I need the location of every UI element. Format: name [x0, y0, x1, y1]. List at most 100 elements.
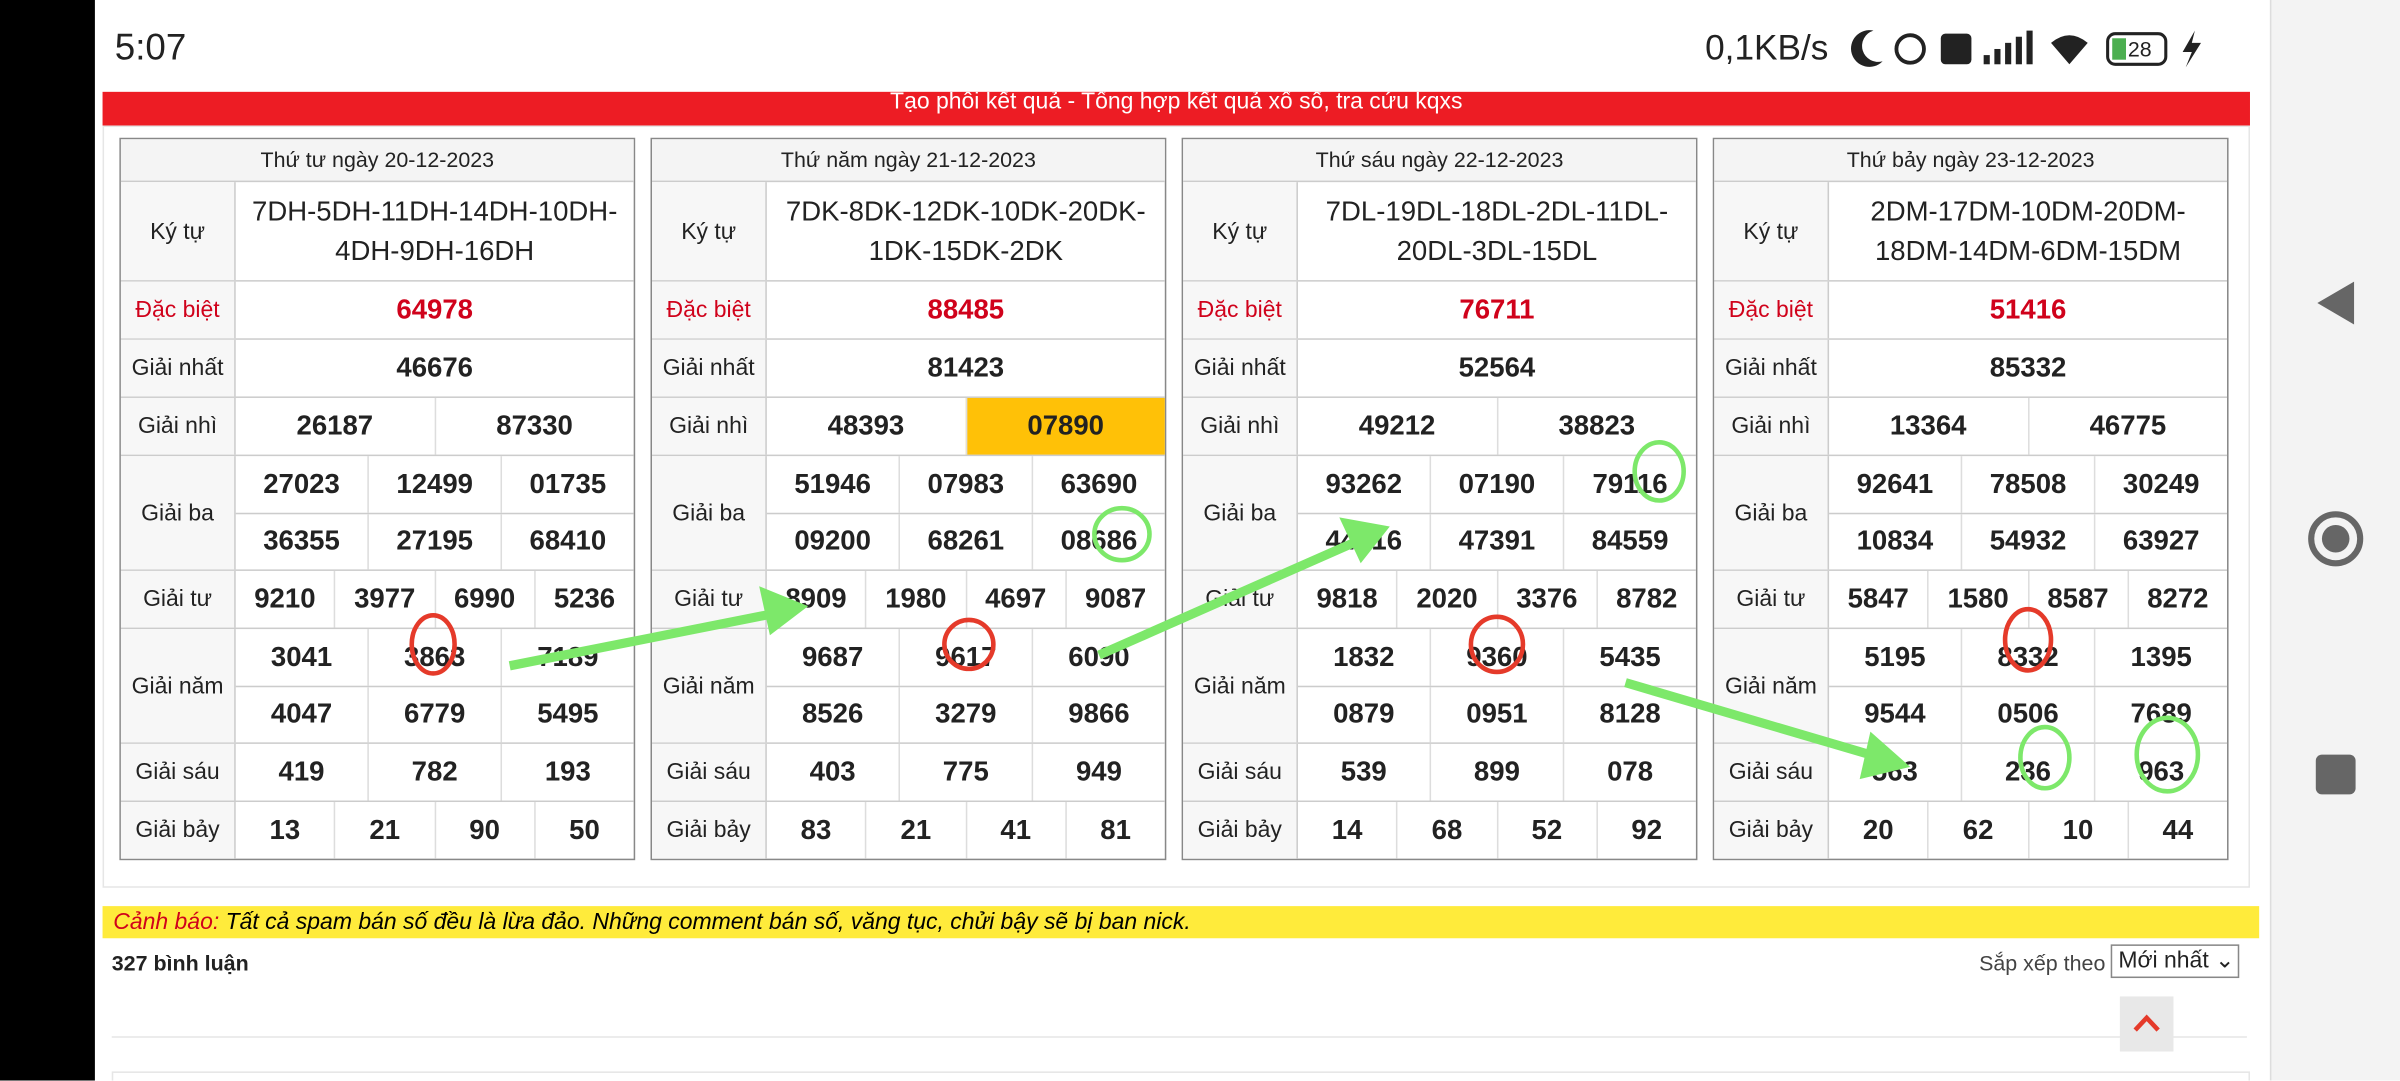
row-content: 52564 [1298, 340, 1696, 397]
cell-line: 92641 78508 30249 [1829, 456, 2227, 512]
result-table: Thứ sáu ngày 22-12-2023 Ký tự 7DL-19DL-18D… [1181, 137, 1698, 861]
row: Giải tư 9818 2020 3376 8782 [1183, 570, 1696, 630]
cell-line: 9544 0506 7689 [1829, 684, 2228, 743]
row: Ký tự 2DM-17DM-10DM-20DM-18DM-14DM-6DM-15… [1714, 182, 2228, 282]
cell-line: 4047 6779 5495 [235, 684, 634, 743]
prize-number: 07890 [965, 397, 1165, 455]
prize-number: 9687 [801, 640, 864, 672]
row-label: Đặc biệt [1183, 281, 1298, 339]
prize-number: 236 [1960, 743, 2094, 801]
battery-icon [2106, 32, 2168, 66]
row-label: Giải sáu [1714, 743, 1830, 801]
signal-icon [1983, 30, 2033, 65]
scroll-top[interactable] [2119, 996, 2174, 1052]
prize-number: 09200 [794, 525, 871, 556]
cell-line: 46676 [236, 340, 634, 397]
prize-number: 68261 [898, 513, 1031, 570]
prize-number: 54932 [1960, 513, 2094, 570]
row-content: 49212 38823 [1298, 397, 1696, 455]
row-label: Đặc biệt [652, 281, 767, 339]
prize-number: 9617 [898, 629, 1031, 685]
result-table: Thứ bảy ngày 23-12-2023 Ký tự 2DM-17DM-10D… [1712, 137, 2229, 861]
row-content: 9687 9617 6090 8526 3279 9866 [766, 629, 1165, 743]
cell-line: 8909 1980 4697 9087 [767, 570, 1165, 628]
prize-number: 3279 [898, 686, 1031, 743]
prize-number: 193 [500, 743, 634, 801]
prize-number: 5435 [1562, 629, 1696, 685]
row-content: 5195 8332 1395 9544 0506 7689 [1829, 629, 2228, 743]
ky-tu: 7DK-8DK-12DK-10DK-20DK-1DK-15DK-2DK [785, 195, 1146, 267]
back-button[interactable] [2317, 281, 2355, 325]
row-label: Giải bảy [120, 802, 236, 859]
ky-tu: 7DL-19DL-18DL-2DL-11DL-20DL-3DL-15DL [1325, 195, 1669, 267]
prize-number: 6990 [433, 570, 534, 628]
cell-line: 51416 [1829, 282, 2227, 339]
result-table: Thứ năm ngày 21-12-2023 Ký tự 7DK-8DK-12DK… [650, 137, 1167, 861]
prize-number: 76711 [1459, 293, 1535, 325]
prize-number: 078 [1562, 743, 1696, 801]
prize-number: 27195 [367, 513, 500, 570]
cell-line: 64978 [236, 282, 634, 339]
cell-line: 9818 2020 3376 8782 [1298, 570, 1696, 628]
row-content: 7DK-8DK-12DK-10DK-20DK-1DK-15DK-2DK [767, 182, 1165, 280]
row-label: Giải nhì [652, 397, 767, 455]
prize-number: 12499 [367, 456, 500, 512]
moon-icon [1851, 30, 1883, 67]
row-content: 2DM-17DM-10DM-20DM-18DM-14DM-6DM-15DM [1829, 182, 2227, 280]
row: Giải bảy 13 21 90 50 [120, 802, 634, 859]
row-label: Giải sáu [652, 743, 767, 801]
row-label: Giải sáu [1183, 743, 1298, 801]
prize-number: 3041 [270, 640, 333, 672]
table-date: Thứ bảy ngày 23-12-2023 [1714, 139, 2228, 183]
prize-number: 30249 [2093, 456, 2227, 512]
prize-number: 90 [433, 802, 534, 859]
recents-button[interactable] [2315, 754, 2356, 795]
prize-number: 50 [533, 802, 634, 859]
prize-number: 47391 [1429, 513, 1563, 570]
table-date: Thứ năm ngày 21-12-2023 [652, 139, 1165, 183]
prize-number: 07983 [898, 456, 1031, 512]
row: Giải sáu 539 899 078 [1183, 743, 1696, 803]
prize-number: 88485 [927, 293, 1005, 325]
sort-select[interactable]: Mới nhất ⌄ [2110, 944, 2240, 979]
row: Giải nhất 85332 [1714, 339, 2228, 398]
cell-line: 83 21 41 81 [767, 802, 1165, 859]
row: Giải tư 5847 1580 8587 8272 [1714, 570, 2228, 630]
row-content: 403 775 949 [767, 743, 1165, 801]
row-content: 26187 87330 [236, 397, 634, 455]
result-table: Thứ tư ngày 20-12-2023 Ký tự 7DH-5DH-11DH-… [119, 137, 636, 861]
prize-number: 1580 [1927, 570, 2027, 628]
banner: Tạo phôi kết quả - Tổng hợp kết quả xổ s… [102, 91, 2250, 126]
prize-number: 78508 [1960, 456, 2094, 512]
row: Giải nhất 52564 [1183, 339, 1696, 398]
row: Giải tư 8909 1980 4697 9087 [652, 570, 1165, 630]
clock: 5:07 [114, 27, 187, 69]
prize-number: 13 [269, 814, 301, 845]
row: Giải bảy 14 68 52 92 [1183, 802, 1696, 859]
row-content: 419 782 193 [236, 743, 634, 801]
cell-line: 36355 27195 68410 [235, 511, 634, 570]
row-content: 3041 3863 7189 4047 6779 5495 [235, 629, 634, 743]
row-content: 8909 1980 4697 9087 [767, 570, 1165, 628]
left-edge [0, 0, 95, 1081]
row-content: 563 236 963 [1829, 743, 2227, 801]
row-content: 5847 1580 8587 8272 [1829, 570, 2227, 628]
warning-text: Tất cả spam bán số đều là lừa đảo. Những… [225, 909, 1191, 936]
cell-line: 20 62 10 44 [1829, 802, 2227, 859]
prize-number: 0879 [1333, 698, 1395, 729]
prize-number: 48393 [827, 410, 905, 441]
prize-number: 963 [2093, 743, 2227, 801]
prize-number: 79116 [1562, 456, 1696, 512]
home-button[interactable] [2308, 511, 2364, 567]
prize-number: 1395 [2093, 629, 2227, 685]
prize-number: 81 [1064, 802, 1165, 859]
prize-number: 9210 [254, 583, 316, 614]
prize-number: 46676 [396, 352, 474, 383]
alarm-icon [1894, 33, 1926, 65]
row-label: Giải năm [1183, 629, 1298, 743]
row-content: 1832 9360 5435 0879 0951 8128 [1297, 629, 1696, 743]
prize-number: 62 [1927, 802, 2027, 859]
prize-number: 9818 [1316, 583, 1378, 614]
prize-number: 8587 [2027, 570, 2127, 628]
row-content: 48393 07890 [767, 397, 1165, 455]
